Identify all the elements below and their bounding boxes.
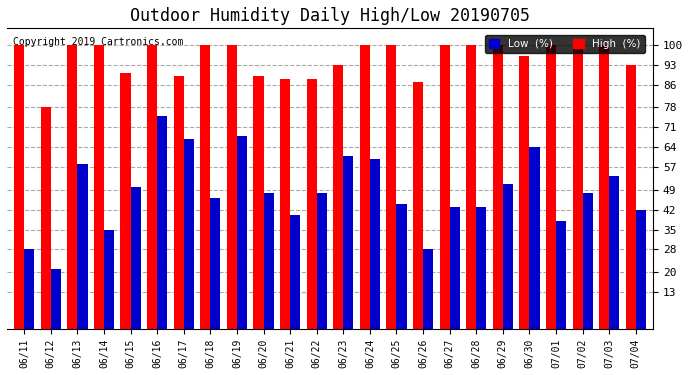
- Bar: [264, 193, 274, 329]
- Bar: [130, 187, 141, 329]
- Bar: [333, 65, 344, 329]
- Bar: [41, 107, 51, 329]
- Bar: [386, 45, 397, 329]
- Bar: [104, 230, 114, 329]
- Bar: [440, 45, 450, 329]
- Legend: Low  (%), High  (%): Low (%), High (%): [485, 34, 644, 53]
- Bar: [157, 116, 167, 329]
- Bar: [582, 193, 593, 329]
- Bar: [317, 193, 327, 329]
- Bar: [626, 65, 635, 329]
- Bar: [68, 45, 77, 329]
- Bar: [573, 45, 582, 329]
- Bar: [413, 82, 423, 329]
- Bar: [51, 269, 61, 329]
- Bar: [476, 207, 486, 329]
- Bar: [24, 249, 34, 329]
- Bar: [556, 221, 566, 329]
- Bar: [121, 74, 130, 329]
- Bar: [344, 156, 353, 329]
- Bar: [635, 210, 646, 329]
- Bar: [14, 45, 24, 329]
- Bar: [306, 79, 317, 329]
- Bar: [370, 159, 380, 329]
- Bar: [200, 45, 210, 329]
- Bar: [599, 45, 609, 329]
- Bar: [397, 204, 406, 329]
- Bar: [174, 76, 184, 329]
- Bar: [359, 45, 370, 329]
- Title: Outdoor Humidity Daily High/Low 20190705: Outdoor Humidity Daily High/Low 20190705: [130, 7, 530, 25]
- Bar: [290, 215, 300, 329]
- Bar: [77, 164, 88, 329]
- Bar: [253, 76, 264, 329]
- Bar: [227, 45, 237, 329]
- Bar: [184, 139, 194, 329]
- Bar: [94, 45, 104, 329]
- Bar: [546, 45, 556, 329]
- Bar: [450, 207, 460, 329]
- Bar: [280, 79, 290, 329]
- Bar: [529, 147, 540, 329]
- Bar: [237, 136, 247, 329]
- Bar: [493, 45, 503, 329]
- Bar: [147, 45, 157, 329]
- Bar: [466, 45, 476, 329]
- Bar: [210, 198, 221, 329]
- Bar: [520, 56, 529, 329]
- Text: Copyright 2019 Cartronics.com: Copyright 2019 Cartronics.com: [13, 37, 184, 47]
- Bar: [423, 249, 433, 329]
- Bar: [609, 176, 620, 329]
- Bar: [503, 184, 513, 329]
